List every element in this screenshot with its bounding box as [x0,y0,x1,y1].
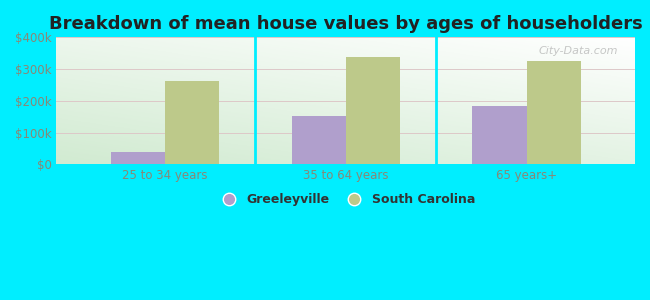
Bar [473,106,526,164]
Text: City-Data.com: City-Data.com [538,46,617,56]
Bar [291,116,346,164]
Bar [526,61,580,164]
Bar [111,152,165,164]
Bar [346,57,400,164]
Bar [165,81,219,164]
Legend: Greeleyville, South Carolina: Greeleyville, South Carolina [211,188,480,211]
Title: Breakdown of mean house values by ages of householders: Breakdown of mean house values by ages o… [49,15,643,33]
